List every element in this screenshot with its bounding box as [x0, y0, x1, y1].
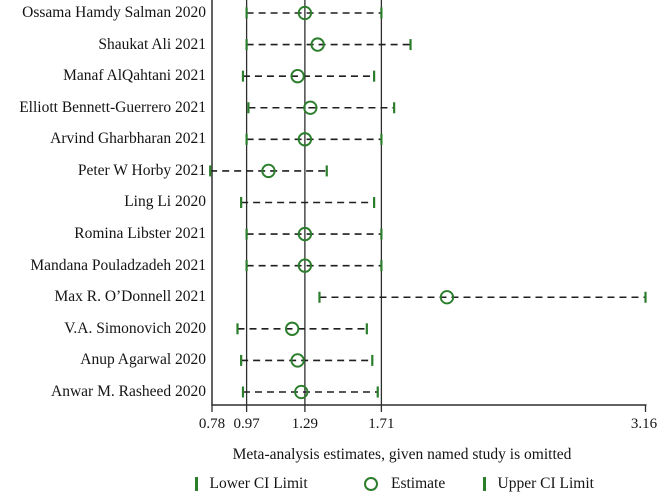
- study-label: V.A. Simonovich 2020: [64, 319, 206, 337]
- estimate-circle-icon: [294, 384, 309, 400]
- study-label: Anup Agarwal 2020: [80, 351, 206, 369]
- study-label: Ling Li 2020: [124, 193, 206, 211]
- x-tick-label: 3.16: [631, 416, 658, 432]
- x-tick-label: 0.97: [233, 416, 260, 432]
- x-tick-label: 1.29: [292, 416, 318, 432]
- upper-ci-tick-icon: [483, 477, 486, 491]
- estimate-circle-icon: [261, 163, 276, 179]
- study-label: Max R. O’Donnell 2021: [54, 288, 206, 306]
- study-label: Ossama Hamdy Salman 2020: [22, 4, 206, 21]
- estimate-circle-icon: [439, 290, 455, 305]
- legend-label-estimate: Estimate: [391, 475, 446, 492]
- estimate-circle-icon: [310, 37, 325, 52]
- study-label: Manaf AlQahtani 2021: [63, 67, 206, 85]
- study-label: Arvind Gharbharan 2021: [50, 130, 206, 148]
- legend-label-upper-ci: Upper CI Limit: [497, 475, 594, 492]
- estimate-circle-icon: [364, 477, 378, 491]
- study-label: Shaukat Ali 2021: [98, 35, 206, 53]
- legend-item-estimate: Estimate: [364, 474, 445, 494]
- x-tick-label: 1.71: [368, 416, 394, 432]
- estimate-circle-icon: [284, 321, 300, 336]
- legend-item-upper-ci: Upper CI Limit: [483, 474, 594, 494]
- lower-ci-tick-icon: [195, 477, 198, 491]
- study-label: Elliott Bennett-Guerrero 2021: [19, 98, 206, 116]
- estimate-circle-icon: [297, 226, 313, 242]
- plot-caption: Meta-analysis estimates, given named stu…: [232, 446, 572, 463]
- estimate-circle-icon: [297, 132, 313, 147]
- study-label: Mandana Pouladzadeh 2021: [30, 256, 206, 274]
- legend-item-lower-ci: Lower CI Limit: [195, 474, 308, 494]
- legend-label-lower-ci: Lower CI Limit: [209, 475, 308, 492]
- estimate-circle-icon: [290, 69, 305, 84]
- estimate-circle-icon: [303, 100, 318, 115]
- study-label: Peter W Horby 2021: [77, 161, 206, 179]
- estimate-circle-icon: [297, 5, 313, 21]
- estimate-circle-icon: [290, 353, 305, 368]
- estimate-circle-icon: [297, 258, 313, 273]
- x-tick-label: 0.78: [199, 416, 225, 432]
- study-label: Anwar M. Rasheed 2020: [51, 382, 206, 400]
- study-label: Romina Libster 2021: [74, 225, 206, 243]
